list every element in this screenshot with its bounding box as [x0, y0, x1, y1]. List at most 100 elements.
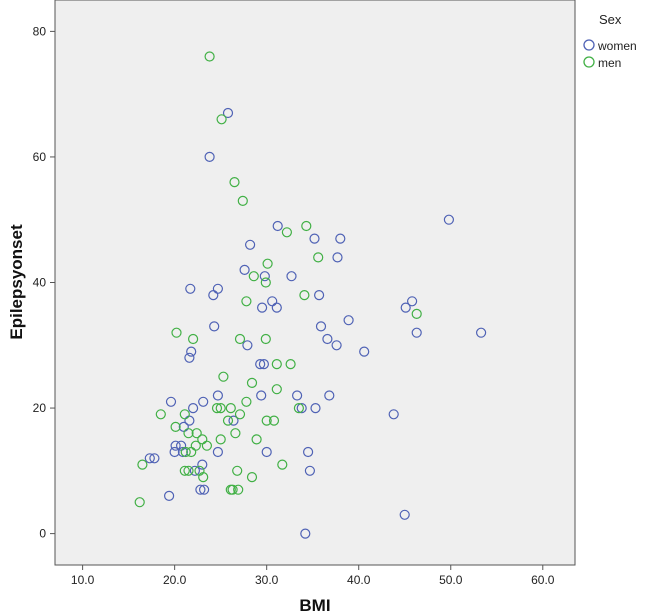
data-point-women — [185, 283, 196, 294]
data-point-women — [222, 107, 234, 119]
data-point-women — [199, 484, 210, 495]
data-point-women — [303, 446, 314, 458]
x-tick-label: 40.0 — [347, 573, 371, 587]
data-point-women — [228, 415, 239, 426]
data-point-women — [239, 264, 250, 275]
data-point-women — [204, 151, 215, 162]
data-point-men — [260, 277, 271, 288]
x-axis: 10.0 20.0 30.0 40.0 50.0 60.0 — [71, 565, 555, 587]
y-axis-title: Epilepsyonset — [7, 224, 26, 340]
data-point-men — [246, 472, 258, 483]
data-point-men — [134, 497, 145, 508]
data-point-women — [208, 290, 219, 301]
data-point-women — [332, 252, 343, 263]
data-point-women — [256, 390, 267, 401]
data-point-men — [216, 114, 227, 125]
data-point-women — [164, 490, 175, 501]
data-point-men — [230, 428, 241, 439]
data-point-men — [204, 51, 215, 62]
x-tick-label: 20.0 — [163, 573, 187, 587]
x-tick-label: 60.0 — [531, 573, 555, 587]
data-point-men — [186, 446, 197, 458]
x-tick-label: 50.0 — [439, 573, 463, 587]
data-point-women — [300, 528, 311, 539]
data-point-men — [188, 333, 199, 345]
data-point-women — [388, 409, 399, 420]
data-point-women — [189, 465, 200, 476]
data-point-men — [198, 472, 209, 483]
data-point-men — [411, 308, 422, 319]
legend: Sex women men — [583, 12, 637, 70]
legend-label-men: men — [598, 56, 621, 70]
data-point-women — [296, 403, 307, 414]
data-point-women — [286, 271, 297, 282]
data-point-men — [262, 258, 273, 269]
legend-label-women: women — [597, 39, 637, 53]
data-point-women — [245, 239, 256, 250]
data-point-men — [241, 296, 252, 307]
data-point-men — [248, 271, 259, 282]
data-point-men — [227, 484, 238, 495]
data-point-women — [165, 396, 177, 407]
data-point-men — [211, 403, 223, 414]
data-point-men — [237, 195, 248, 206]
data-point-men — [293, 403, 304, 414]
data-point-men — [260, 333, 271, 345]
data-point-men — [170, 421, 181, 432]
data-point-men — [234, 333, 246, 345]
y-axis: 0 20 40 60 80 — [33, 24, 55, 541]
data-point-women — [259, 271, 270, 282]
y-tick-label: 60 — [33, 150, 47, 164]
data-point-women — [257, 302, 268, 313]
data-point-women — [169, 446, 180, 458]
data-point-women — [212, 390, 223, 401]
data-point-men — [225, 403, 236, 414]
data-point-women — [400, 302, 411, 313]
data-point-men — [234, 409, 246, 420]
data-point-women — [476, 327, 487, 338]
data-point-women — [309, 233, 320, 244]
data-point-men — [229, 177, 240, 188]
y-tick-label: 0 — [39, 527, 46, 541]
data-point-men — [232, 465, 243, 476]
data-point-women — [324, 390, 335, 401]
data-point-women — [149, 453, 160, 464]
data-point-women — [184, 352, 195, 363]
data-point-men — [233, 484, 244, 495]
data-point-women — [335, 233, 346, 244]
y-tick-label: 40 — [33, 276, 47, 290]
data-point-women — [195, 484, 206, 495]
data-point-women — [271, 302, 282, 313]
data-point-men — [271, 359, 282, 370]
data-point-men — [251, 434, 262, 445]
data-point-women — [255, 359, 266, 370]
data-point-men — [215, 403, 226, 414]
data-point-women — [198, 396, 209, 407]
legend-title: Sex — [599, 12, 622, 27]
data-point-women — [144, 453, 155, 464]
data-point-women — [399, 509, 410, 520]
data-point-men — [215, 434, 226, 445]
data-point-women — [331, 340, 342, 351]
y-tick-label: 80 — [33, 24, 47, 38]
x-tick-label: 10.0 — [71, 573, 95, 587]
data-point-women — [197, 459, 208, 470]
legend-marker-women — [583, 39, 595, 51]
data-point-women — [261, 446, 272, 458]
data-point-women — [407, 296, 418, 307]
data-point-women — [258, 359, 269, 370]
data-point-men — [183, 465, 194, 476]
data-point-men — [155, 409, 166, 420]
data-point-women — [177, 446, 188, 458]
data-point-women — [411, 327, 422, 338]
data-point-women — [242, 340, 253, 351]
data-point-women — [212, 446, 223, 458]
data-point-men — [299, 290, 310, 301]
data-point-men — [201, 440, 212, 451]
data-point-men — [183, 428, 194, 439]
data-point-women — [315, 321, 327, 332]
data-point-men — [301, 220, 312, 232]
data-point-men — [218, 371, 229, 382]
data-point-men — [179, 465, 190, 476]
data-point-men — [271, 384, 282, 395]
